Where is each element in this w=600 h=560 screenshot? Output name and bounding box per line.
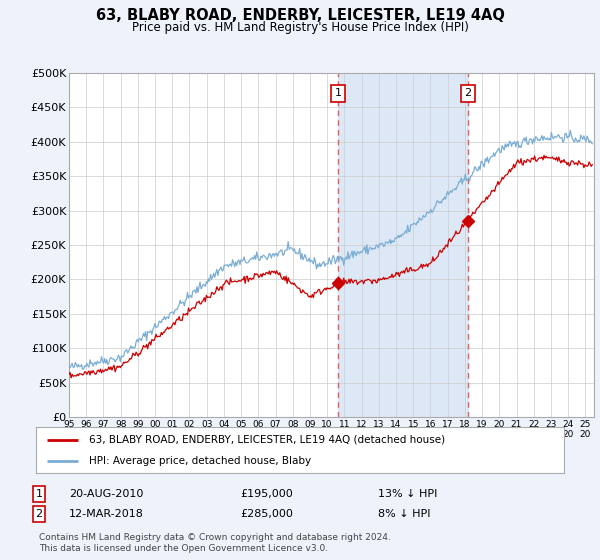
Text: £195,000: £195,000 bbox=[240, 489, 293, 499]
Text: £285,000: £285,000 bbox=[240, 509, 293, 519]
Text: 1: 1 bbox=[35, 489, 43, 499]
Text: 2: 2 bbox=[464, 88, 472, 99]
Text: 8% ↓ HPI: 8% ↓ HPI bbox=[378, 509, 431, 519]
Text: HPI: Average price, detached house, Blaby: HPI: Average price, detached house, Blab… bbox=[89, 456, 311, 466]
Text: 63, BLABY ROAD, ENDERBY, LEICESTER, LE19 4AQ: 63, BLABY ROAD, ENDERBY, LEICESTER, LE19… bbox=[95, 8, 505, 24]
Text: 13% ↓ HPI: 13% ↓ HPI bbox=[378, 489, 437, 499]
Text: 12-MAR-2018: 12-MAR-2018 bbox=[69, 509, 144, 519]
Text: 63, BLABY ROAD, ENDERBY, LEICESTER, LE19 4AQ (detached house): 63, BLABY ROAD, ENDERBY, LEICESTER, LE19… bbox=[89, 435, 445, 445]
Bar bbox=[338, 73, 468, 417]
Text: 20-AUG-2010: 20-AUG-2010 bbox=[69, 489, 143, 499]
Text: Contains HM Land Registry data © Crown copyright and database right 2024.
This d: Contains HM Land Registry data © Crown c… bbox=[39, 533, 391, 553]
Text: 1: 1 bbox=[335, 88, 342, 99]
Text: Price paid vs. HM Land Registry's House Price Index (HPI): Price paid vs. HM Land Registry's House … bbox=[131, 21, 469, 34]
Text: 2: 2 bbox=[35, 509, 43, 519]
